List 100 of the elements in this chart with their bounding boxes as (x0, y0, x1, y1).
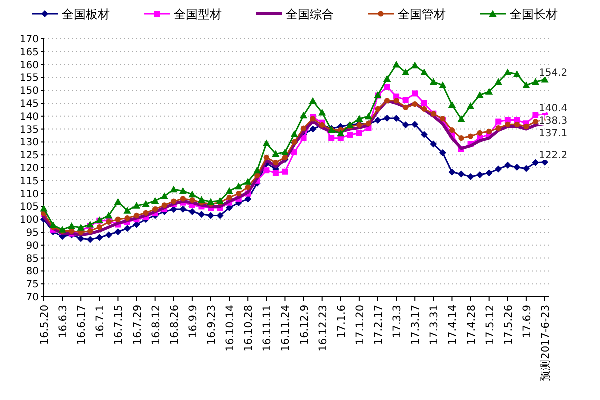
point (374, 117, 382, 124)
point (504, 68, 512, 76)
point (143, 210, 149, 216)
point (318, 108, 326, 116)
x-tick-label: 16.11.24 (280, 304, 292, 352)
point (180, 196, 186, 202)
point (105, 212, 113, 219)
point (458, 115, 466, 122)
point (273, 160, 279, 166)
x-tick-label: 16.8.12 (150, 305, 162, 346)
point (105, 232, 112, 239)
y-tick-label: 120 (20, 164, 39, 174)
point (300, 135, 307, 142)
x-tick-label: 17.1.6 (336, 304, 348, 338)
x-tick-label: 16.6.17 (76, 305, 88, 346)
point (235, 182, 243, 190)
point (448, 101, 456, 108)
x-tick-label: 16.5.20 (39, 305, 51, 346)
y-tick-label: 100 (20, 215, 39, 226)
point (124, 216, 130, 222)
y-tick-label: 165 (20, 47, 39, 58)
point (309, 97, 317, 104)
y-tick-label: 95 (26, 228, 39, 239)
point (513, 70, 521, 78)
y-tick-label: 110 (20, 189, 39, 200)
point (412, 90, 418, 97)
point (514, 164, 521, 171)
point (364, 112, 373, 120)
point (170, 206, 178, 214)
annotation: 137.1 (539, 128, 568, 140)
point (411, 62, 419, 69)
point (466, 102, 475, 110)
point (522, 165, 530, 172)
x-tick-label: 17.4.14 (447, 304, 460, 346)
x-tick-label: 17.4.28 (466, 305, 478, 346)
x-tick-label: 16.12.23 (317, 305, 330, 352)
y-tick-label: 160 (20, 60, 39, 72)
legend-label: 全国板材 (62, 8, 110, 22)
point (68, 222, 76, 230)
point (486, 170, 493, 177)
x-tick-label: 16.6.3 (58, 305, 70, 338)
point (403, 104, 409, 110)
x-tick-label: 17.3.3 (392, 305, 404, 338)
point (430, 78, 438, 86)
point (468, 134, 474, 140)
point (216, 212, 224, 220)
point (40, 204, 48, 212)
y-tick-label: 130 (20, 138, 39, 149)
point (384, 114, 391, 122)
point (292, 150, 298, 156)
y-tick-label: 145 (20, 99, 39, 110)
point (180, 206, 187, 214)
point (162, 202, 168, 208)
point (439, 82, 447, 88)
point (216, 197, 224, 204)
point (384, 98, 390, 104)
annotation: 122.2 (539, 150, 568, 162)
x-tick-label: 预测2017-6-23 (540, 305, 552, 382)
x-tick-label: 17.5.26 (502, 304, 515, 346)
point (412, 121, 419, 128)
point (421, 100, 428, 106)
point (495, 166, 502, 173)
point (88, 228, 94, 234)
point (171, 198, 177, 204)
point (272, 170, 279, 176)
x-tick-label: 16.9.23 (206, 305, 218, 346)
point (532, 78, 540, 86)
point (394, 98, 400, 104)
x-tick-label: 17.5.12 (484, 305, 496, 346)
point (449, 128, 456, 134)
annotation: 154.2 (539, 68, 568, 79)
y-tick-label: 170 (20, 34, 39, 46)
point (272, 150, 280, 158)
point (496, 125, 502, 132)
point (86, 236, 94, 244)
point (430, 140, 438, 148)
y-tick-label: 140 (20, 112, 39, 123)
point (458, 170, 465, 178)
annotation: 140.4 (539, 103, 568, 114)
x-tick-label: 16.12.9 (298, 305, 311, 346)
point (356, 130, 362, 136)
point (207, 198, 215, 206)
point (198, 196, 206, 203)
point (124, 225, 131, 232)
y-tick-label: 85 (26, 254, 39, 265)
x-tick-label: 17.1.20 (354, 305, 366, 346)
point (448, 168, 456, 176)
point (77, 224, 85, 231)
point (532, 119, 539, 125)
point (422, 106, 428, 112)
x-tick-label: 16.10.14 (224, 304, 237, 352)
point (132, 202, 141, 209)
point (504, 162, 512, 169)
x-tick-label: 16.10.28 (243, 305, 256, 352)
point (244, 178, 252, 185)
x-tick-label: 16.8.26 (168, 304, 181, 346)
point (310, 126, 317, 133)
point (420, 131, 428, 138)
point (532, 159, 540, 166)
point (328, 135, 335, 142)
